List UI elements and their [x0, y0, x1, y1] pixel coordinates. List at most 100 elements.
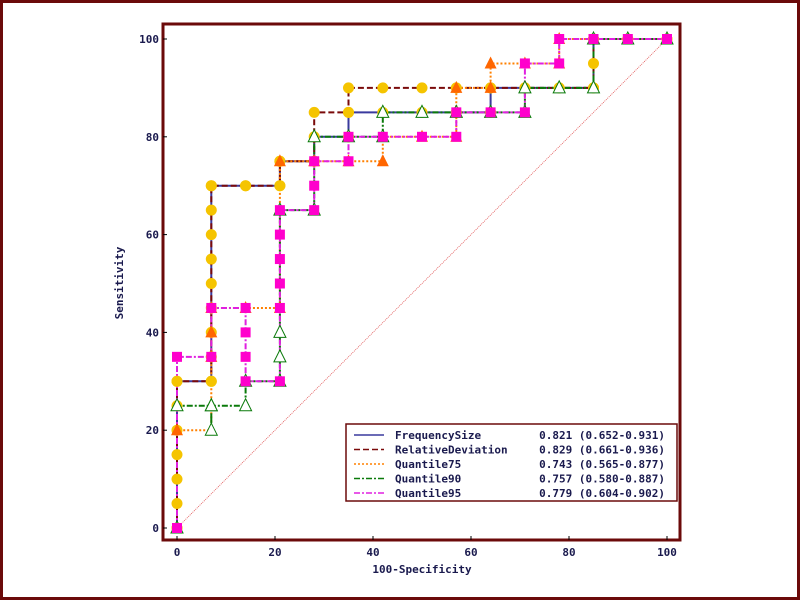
- data-point: [206, 351, 217, 362]
- data-point: [206, 302, 217, 313]
- x-tick-label: 100: [657, 546, 677, 559]
- data-point: [273, 348, 287, 363]
- y-tick-label: 40: [146, 326, 159, 339]
- data-point: [343, 106, 354, 118]
- data-point: [586, 79, 601, 94]
- data-point: [307, 128, 322, 143]
- data-point: [588, 57, 599, 69]
- legend-label: Quantile90: [395, 473, 461, 486]
- data-point: [416, 82, 428, 94]
- data-point: [171, 375, 183, 387]
- data-point: [204, 397, 219, 412]
- data-point: [554, 58, 565, 69]
- y-tick-label: 20: [146, 424, 159, 437]
- legend-item: Quantile90 0.757 (0.580-0.887): [354, 473, 665, 486]
- y-tick-label: 0: [152, 522, 159, 535]
- data-point: [240, 327, 251, 338]
- series-Quantile90: [176, 38, 667, 528]
- series-line: [176, 38, 667, 528]
- x-tick-label: 80: [562, 546, 575, 559]
- y-tick-label: 60: [146, 229, 159, 242]
- data-point: [274, 205, 285, 216]
- data-point: [308, 106, 320, 118]
- data-point: [662, 34, 672, 44]
- data-point: [273, 154, 286, 167]
- x-tick-label: 40: [366, 546, 379, 559]
- legend-auc: 0.757 (0.580-0.887): [539, 473, 665, 486]
- data-point: [552, 79, 567, 94]
- x-tick-label: 60: [464, 546, 477, 559]
- diagonal-reference-line: [176, 38, 668, 529]
- series-layer: [170, 30, 674, 534]
- data-point: [484, 80, 497, 93]
- data-point: [415, 104, 429, 118]
- data-point: [451, 131, 462, 142]
- y-tick-label: 100: [139, 33, 159, 46]
- data-point: [377, 131, 388, 142]
- legend-auc: 0.821 (0.652-0.931): [539, 429, 665, 442]
- legend-label: Quantile75: [395, 458, 461, 471]
- data-point: [450, 80, 463, 93]
- data-point: [240, 180, 252, 192]
- data-point: [204, 422, 219, 436]
- data-point: [205, 253, 217, 265]
- legend-label: FrequencySize: [395, 429, 481, 442]
- data-point: [343, 131, 354, 142]
- data-point: [376, 154, 389, 167]
- legend-box: [345, 423, 678, 502]
- data-point: [554, 34, 565, 44]
- data-point: [588, 34, 599, 44]
- series-markers-Quantile95: [172, 34, 672, 533]
- legend-item: Quantile95 0.779 (0.604-0.902): [354, 487, 665, 500]
- data-point: [485, 107, 496, 118]
- data-point: [205, 278, 217, 289]
- legend-auc: 0.829 (0.661-0.936): [539, 444, 665, 457]
- legend-label: Quantile95: [395, 487, 461, 500]
- data-point: [240, 376, 251, 387]
- data-point: [343, 156, 354, 167]
- data-point: [274, 376, 285, 387]
- legend: FrequencySize 0.821 (0.652-0.931) Relative…: [345, 423, 678, 502]
- data-point: [240, 351, 251, 362]
- legend-items: FrequencySize 0.821 (0.652-0.931) Relative…: [354, 429, 665, 500]
- data-point: [205, 180, 217, 192]
- data-point: [274, 302, 285, 313]
- data-point: [309, 156, 320, 167]
- data-point: [343, 82, 354, 94]
- data-point: [240, 302, 251, 313]
- data-point: [417, 131, 427, 142]
- legend-item: Quantile75 0.743 (0.565-0.877): [354, 458, 665, 471]
- data-point: [205, 229, 217, 241]
- data-point: [622, 34, 633, 44]
- legend-item: RelativeDeviation 0.829 (0.661-0.936): [354, 444, 665, 457]
- data-point: [205, 375, 217, 387]
- data-point: [238, 397, 253, 412]
- data-point: [484, 56, 497, 69]
- legend-auc: 0.779 (0.604-0.902): [539, 487, 665, 500]
- legend-item: FrequencySize 0.821 (0.652-0.931): [354, 429, 665, 442]
- axis-layer: 0 20 40 60 80 100 0 20 40 60 80 100: [139, 33, 677, 559]
- data-point: [309, 205, 320, 216]
- y-axis-title: Sensitivity: [113, 246, 126, 319]
- y-tick-label: 80: [146, 131, 159, 144]
- data-point: [171, 498, 183, 510]
- data-point: [274, 278, 285, 289]
- data-point: [205, 325, 218, 338]
- x-tick-label: 0: [174, 546, 181, 559]
- legend-label: RelativeDeviation: [395, 444, 508, 457]
- data-point: [172, 523, 182, 533]
- data-point: [519, 58, 530, 69]
- data-point: [518, 79, 532, 94]
- legend-auc: 0.743 (0.565-0.877): [539, 458, 665, 471]
- data-point: [309, 180, 320, 191]
- data-point: [274, 180, 286, 192]
- data-point: [274, 254, 285, 265]
- data-point: [205, 204, 217, 216]
- data-point: [375, 104, 390, 118]
- data-point: [519, 107, 530, 118]
- x-tick-label: 20: [268, 546, 281, 559]
- data-point: [171, 423, 183, 436]
- data-point: [377, 82, 389, 94]
- data-point: [171, 449, 183, 461]
